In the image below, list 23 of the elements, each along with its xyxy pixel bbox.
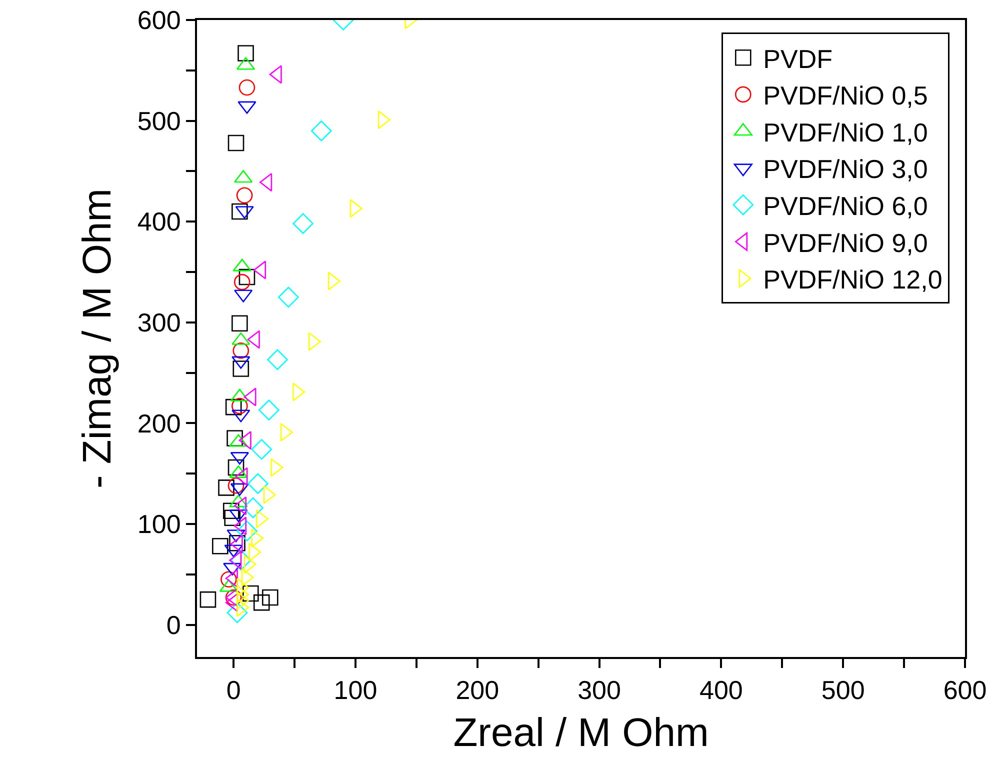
x-tick-label: 200 <box>456 675 500 706</box>
legend-label: PVDF <box>763 44 832 74</box>
y-tick-label: 100 <box>137 509 181 540</box>
y-axis-title: - Zimag / M Ohm <box>75 188 120 489</box>
x-tick-label: 400 <box>699 675 743 706</box>
y-tick-label: 500 <box>137 106 181 136</box>
legend-label: PVDF/NiO 1,0 <box>763 117 928 148</box>
x-tick-label: 600 <box>943 675 987 706</box>
y-tick-label: 200 <box>137 408 181 438</box>
x-tick-label: 500 <box>821 675 865 706</box>
x-tick-label: 0 <box>226 675 241 706</box>
y-tick-label: 400 <box>137 206 181 237</box>
y-tick-label: 300 <box>137 307 181 338</box>
y-tick-label: 0 <box>166 610 181 640</box>
legend-label: PVDF/NiO 0,5 <box>763 80 928 111</box>
legend-label: PVDF/NiO 6,0 <box>763 190 928 221</box>
legend-label: PVDF/NiO 3,0 <box>763 154 928 184</box>
legend-label: PVDF/NiO 9,0 <box>763 228 928 258</box>
x-axis-title: Zreal / M Ohm <box>453 711 709 756</box>
legend-label: PVDF/NiO 12,0 <box>763 264 942 295</box>
x-tick-label: 100 <box>334 675 378 706</box>
y-tick-label: 600 <box>137 5 181 36</box>
x-tick-label: 300 <box>578 675 621 706</box>
